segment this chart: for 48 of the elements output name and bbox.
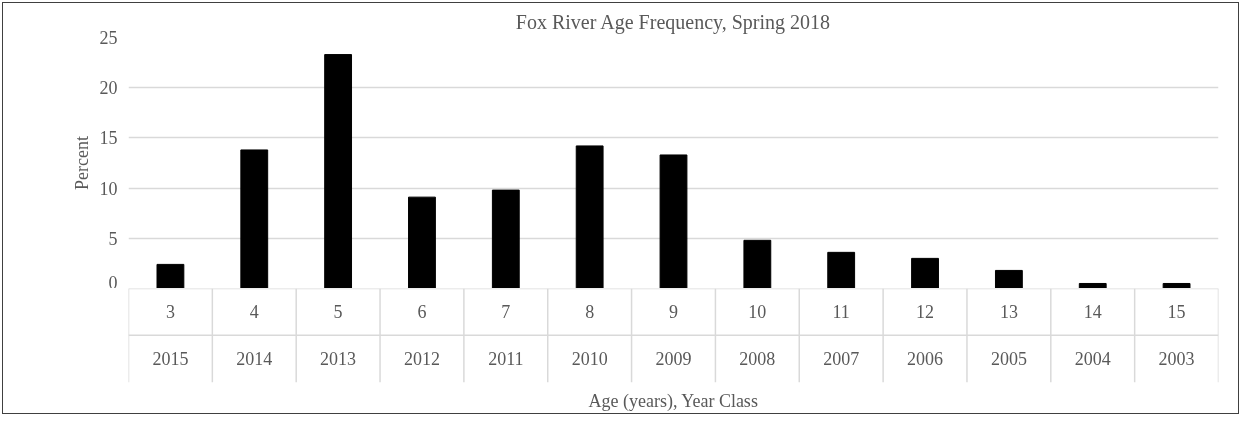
x-tick-label: 12 bbox=[916, 302, 935, 323]
y-tick-label: 10 bbox=[99, 178, 118, 199]
x-tick-label: 5 bbox=[333, 302, 343, 323]
bar bbox=[324, 54, 353, 288]
x-tick-label: 10 bbox=[748, 302, 767, 323]
bar bbox=[743, 239, 772, 288]
x-tick-label: 15 bbox=[1167, 302, 1186, 323]
y-tick-label: 15 bbox=[99, 128, 118, 149]
text: 2004 bbox=[1074, 349, 1111, 370]
bar bbox=[491, 189, 520, 288]
text: 2007 bbox=[823, 349, 860, 370]
text: 2010 bbox=[571, 349, 608, 370]
y-tick-label: 25 bbox=[99, 28, 118, 48]
bar bbox=[659, 154, 688, 288]
y-tick-label: 5 bbox=[108, 228, 118, 249]
text: 2015 bbox=[152, 349, 189, 370]
text: 2008 bbox=[739, 349, 776, 370]
bar bbox=[911, 257, 939, 288]
text: 2013 bbox=[320, 349, 357, 370]
y-tick-label: 20 bbox=[99, 78, 118, 99]
x-axis-title: Age (years), Year Class bbox=[588, 390, 758, 412]
x-tick-label: 3 bbox=[165, 302, 175, 323]
y-axis-title: Percent bbox=[71, 136, 92, 190]
x-tick-label: 9 bbox=[669, 302, 678, 323]
bar bbox=[575, 145, 604, 288]
x-tick-label: 13 bbox=[999, 302, 1018, 323]
text: 2003 bbox=[1158, 349, 1195, 370]
x-tick-label: 14 bbox=[1083, 302, 1102, 323]
bar bbox=[827, 251, 856, 288]
bar bbox=[1162, 282, 1191, 288]
x-tick-label: 8 bbox=[585, 302, 595, 323]
bar bbox=[156, 263, 185, 288]
bar bbox=[994, 269, 1023, 288]
x-tick-label: 4 bbox=[249, 302, 259, 323]
text: 2006 bbox=[907, 349, 944, 370]
text: 2005 bbox=[990, 349, 1027, 370]
bar bbox=[408, 196, 436, 288]
text: 2012 bbox=[403, 349, 440, 370]
chart-title: Fox River Age Frequency, Spring 2018 bbox=[515, 10, 831, 34]
text: 2009 bbox=[655, 349, 692, 370]
x-tick-label: 11 bbox=[832, 302, 850, 323]
x-tick-label: 7 bbox=[501, 302, 511, 323]
y-tick-label: 0 bbox=[108, 272, 118, 293]
bar bbox=[240, 149, 269, 288]
text: 2011 bbox=[488, 349, 524, 370]
text: 2014 bbox=[236, 349, 273, 370]
bar bbox=[1078, 282, 1107, 288]
x-tick-label: 6 bbox=[417, 302, 427, 323]
